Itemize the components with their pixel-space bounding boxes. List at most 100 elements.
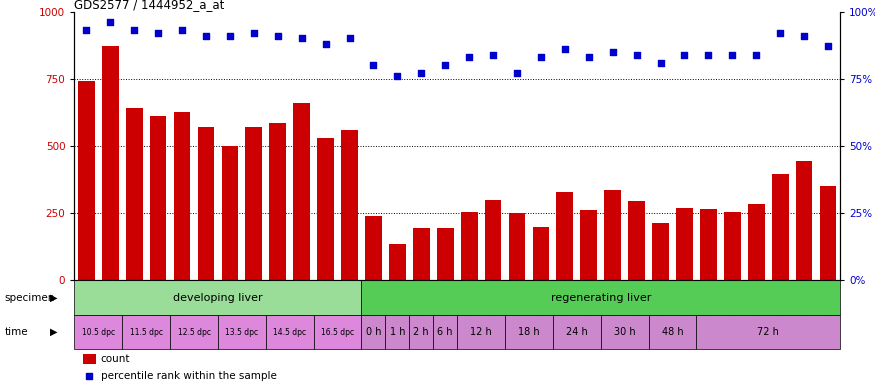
Text: 24 h: 24 h <box>566 327 588 337</box>
Bar <box>385 315 410 349</box>
Bar <box>83 354 96 364</box>
Point <box>487 51 500 58</box>
Point <box>749 51 763 58</box>
Text: count: count <box>101 354 130 364</box>
Point <box>82 373 96 379</box>
Text: percentile rank within the sample: percentile rank within the sample <box>101 371 276 381</box>
Text: GDS2577 / 1444952_a_at: GDS2577 / 1444952_a_at <box>74 0 224 12</box>
Bar <box>270 123 286 280</box>
Bar <box>437 228 453 280</box>
Text: developing liver: developing liver <box>173 293 262 303</box>
Text: specimen: specimen <box>4 293 55 303</box>
Point <box>103 19 117 25</box>
Text: 13.5 dpc: 13.5 dpc <box>225 328 258 337</box>
Bar <box>173 112 191 280</box>
Point <box>270 33 284 39</box>
Point <box>367 62 381 68</box>
Bar <box>221 146 238 280</box>
Point <box>127 27 141 33</box>
Point <box>534 54 548 60</box>
Bar <box>266 315 313 349</box>
Point <box>175 27 189 33</box>
Point <box>199 33 213 39</box>
Bar <box>676 208 693 280</box>
Text: regenerating liver: regenerating liver <box>550 293 651 303</box>
Text: 11.5 dpc: 11.5 dpc <box>130 328 163 337</box>
Bar <box>605 190 621 280</box>
Point <box>677 51 691 58</box>
Point <box>318 41 332 47</box>
Point <box>558 46 572 52</box>
Bar <box>78 81 94 280</box>
Point <box>630 51 644 58</box>
Bar <box>485 200 501 280</box>
Bar <box>74 280 361 315</box>
Point <box>582 54 596 60</box>
Text: 30 h: 30 h <box>614 327 635 337</box>
Bar <box>795 161 813 280</box>
Bar <box>820 186 836 280</box>
Text: 6 h: 6 h <box>438 327 453 337</box>
Point <box>654 60 668 66</box>
Point <box>606 49 620 55</box>
Point <box>414 70 428 76</box>
Bar <box>365 216 382 280</box>
Bar <box>601 315 648 349</box>
Point <box>223 33 237 39</box>
Point <box>80 27 94 33</box>
Bar <box>433 315 458 349</box>
Text: 10.5 dpc: 10.5 dpc <box>81 328 115 337</box>
Bar <box>102 46 119 280</box>
Point <box>295 35 309 41</box>
Bar <box>413 228 430 280</box>
Bar <box>458 315 505 349</box>
Point <box>702 51 716 58</box>
Point <box>151 30 165 36</box>
Bar <box>696 315 840 349</box>
Bar <box>170 315 218 349</box>
Bar <box>652 223 668 280</box>
Bar <box>361 280 840 315</box>
Bar <box>218 315 266 349</box>
Bar <box>341 130 358 280</box>
Text: ▶: ▶ <box>50 327 57 337</box>
Bar <box>772 174 788 280</box>
Text: 0 h: 0 h <box>366 327 382 337</box>
Bar <box>700 209 717 280</box>
Point <box>774 30 788 36</box>
Bar <box>389 244 406 280</box>
Text: 18 h: 18 h <box>518 327 540 337</box>
Text: 48 h: 48 h <box>662 327 683 337</box>
Bar <box>361 315 385 349</box>
Bar <box>293 103 310 280</box>
Bar <box>724 212 741 280</box>
Bar <box>580 210 597 280</box>
Text: 12 h: 12 h <box>470 327 492 337</box>
Bar <box>461 212 478 280</box>
Bar <box>505 315 553 349</box>
Bar <box>748 204 765 280</box>
Bar <box>198 127 214 280</box>
Bar <box>553 315 601 349</box>
Bar <box>648 315 696 349</box>
Text: 14.5 dpc: 14.5 dpc <box>273 328 306 337</box>
Bar <box>150 116 166 280</box>
Point <box>821 43 835 50</box>
Point <box>342 35 356 41</box>
Bar <box>410 315 433 349</box>
Point <box>390 73 404 79</box>
Bar <box>246 127 262 280</box>
Bar <box>533 227 550 280</box>
Text: time: time <box>4 327 28 337</box>
Bar <box>556 192 573 280</box>
Bar <box>628 201 645 280</box>
Point <box>462 54 476 60</box>
Point <box>438 62 452 68</box>
Point <box>725 51 739 58</box>
Point <box>510 70 524 76</box>
Bar <box>126 108 143 280</box>
Text: 2 h: 2 h <box>414 327 429 337</box>
Text: 72 h: 72 h <box>757 327 779 337</box>
Bar <box>508 213 525 280</box>
Bar <box>123 315 170 349</box>
